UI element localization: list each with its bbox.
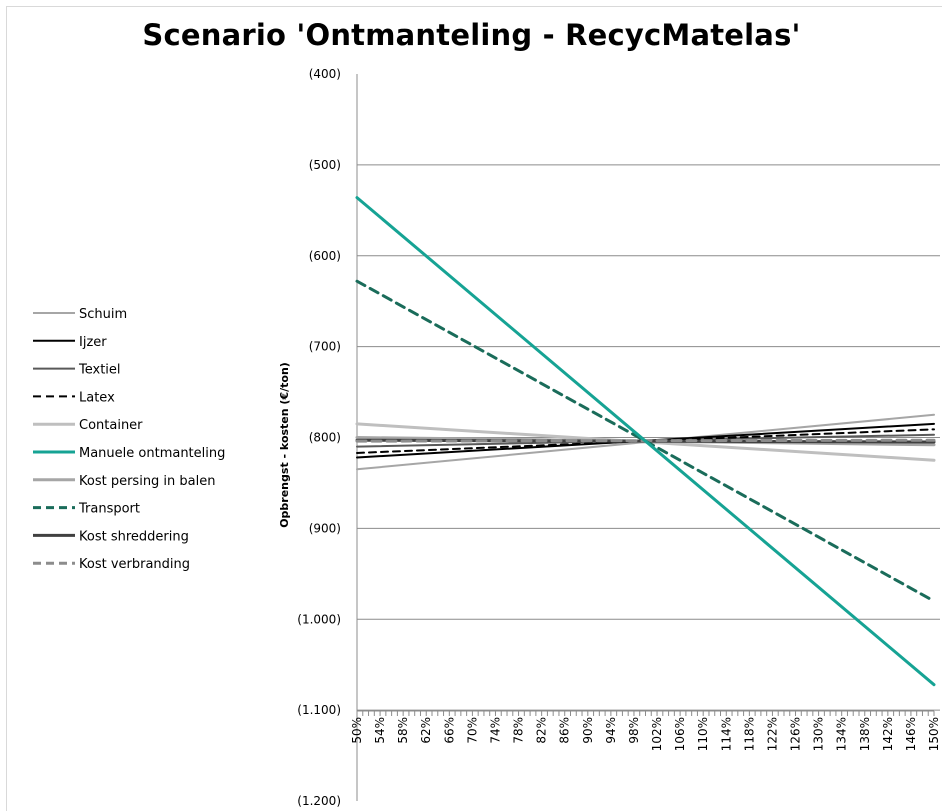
x-tick-label: 58% — [396, 717, 410, 744]
gridlines — [357, 164, 940, 711]
x-tick-label: 62% — [419, 717, 433, 744]
y-tick-labels: (400) (500) (600) (700) (800) (900) (1.000) (1.… — [297, 67, 341, 808]
x-tick-label: 126% — [789, 717, 803, 751]
x-tick-label: 90% — [581, 717, 595, 744]
x-tick-label: 146% — [904, 717, 918, 751]
x-tick-label: 122% — [765, 717, 779, 751]
chart-title: Scenario 'Ontmanteling - RecycMatelas' — [142, 18, 801, 52]
legend-label-latex: Latex — [79, 390, 115, 405]
x-tick-label: 94% — [604, 717, 618, 744]
y-tick-label: (700) — [309, 340, 341, 354]
x-tick-label: 118% — [742, 717, 756, 751]
x-tick-label: 106% — [673, 717, 687, 751]
y-tick-label: (800) — [309, 431, 341, 445]
x-tick-label: 138% — [858, 717, 872, 751]
x-tick-label: 82% — [535, 717, 549, 744]
legend-label-container: Container — [79, 418, 143, 433]
x-tick-label: 74% — [488, 717, 502, 744]
chart-frame — [6, 6, 942, 811]
legend-label-manuele-ontmanteling: Manuele ontmanteling — [79, 446, 225, 461]
y-tick-label: (500) — [309, 158, 341, 172]
x-tick-label: 98% — [627, 717, 641, 744]
y-tick-label: (900) — [309, 521, 341, 535]
legend-label-ijzer: Ijzer — [79, 335, 107, 350]
x-tick-labels: 50% 54% 58% 62% 66% 70% 74% 78% 82% 86% 90% 94% 98% 1… — [350, 717, 941, 751]
y-tick-label: (1.000) — [297, 612, 341, 626]
x-tick-label: 114% — [719, 717, 733, 751]
series-lines — [355, 196, 936, 687]
y-axis-title: Opbrengst - kosten (€/ton) — [278, 362, 291, 528]
x-tick-label: 110% — [696, 717, 710, 751]
series-line-manuele-ontmanteling — [355, 196, 936, 687]
legend-label-schuim: Schuim — [79, 307, 127, 322]
y-tick-label: (600) — [309, 249, 341, 263]
legend-label-kost-shreddering: Kost shreddering — [79, 529, 189, 544]
x-tick-label: 50% — [350, 717, 364, 744]
x-tick-label: 70% — [465, 717, 479, 744]
y-tick-label: (400) — [309, 67, 341, 81]
x-tick-label: 66% — [442, 717, 456, 744]
x-tick-label: 78% — [512, 717, 526, 744]
legend-label-kost-verbranding: Kost verbranding — [79, 557, 190, 572]
x-tick-label: 134% — [835, 717, 849, 751]
y-tick-label: (1.200) — [297, 794, 341, 808]
legend-label-transport: Transport — [78, 502, 140, 517]
x-tick-label: 130% — [812, 717, 826, 751]
legend-label-textiel: Textiel — [78, 363, 121, 378]
legend: Schuim Ijzer Textiel Latex Container Manuele … — [33, 307, 225, 572]
x-tick-label: 86% — [558, 717, 572, 744]
y-tick-label: (1.100) — [297, 703, 341, 717]
x-tick-label: 54% — [373, 717, 387, 744]
legend-label-kost-persing-in-balen: Kost persing in balen — [79, 474, 216, 489]
x-tick-label: 142% — [881, 717, 895, 751]
x-tick-label: 150% — [927, 717, 941, 751]
x-tick-label: 102% — [650, 717, 664, 751]
